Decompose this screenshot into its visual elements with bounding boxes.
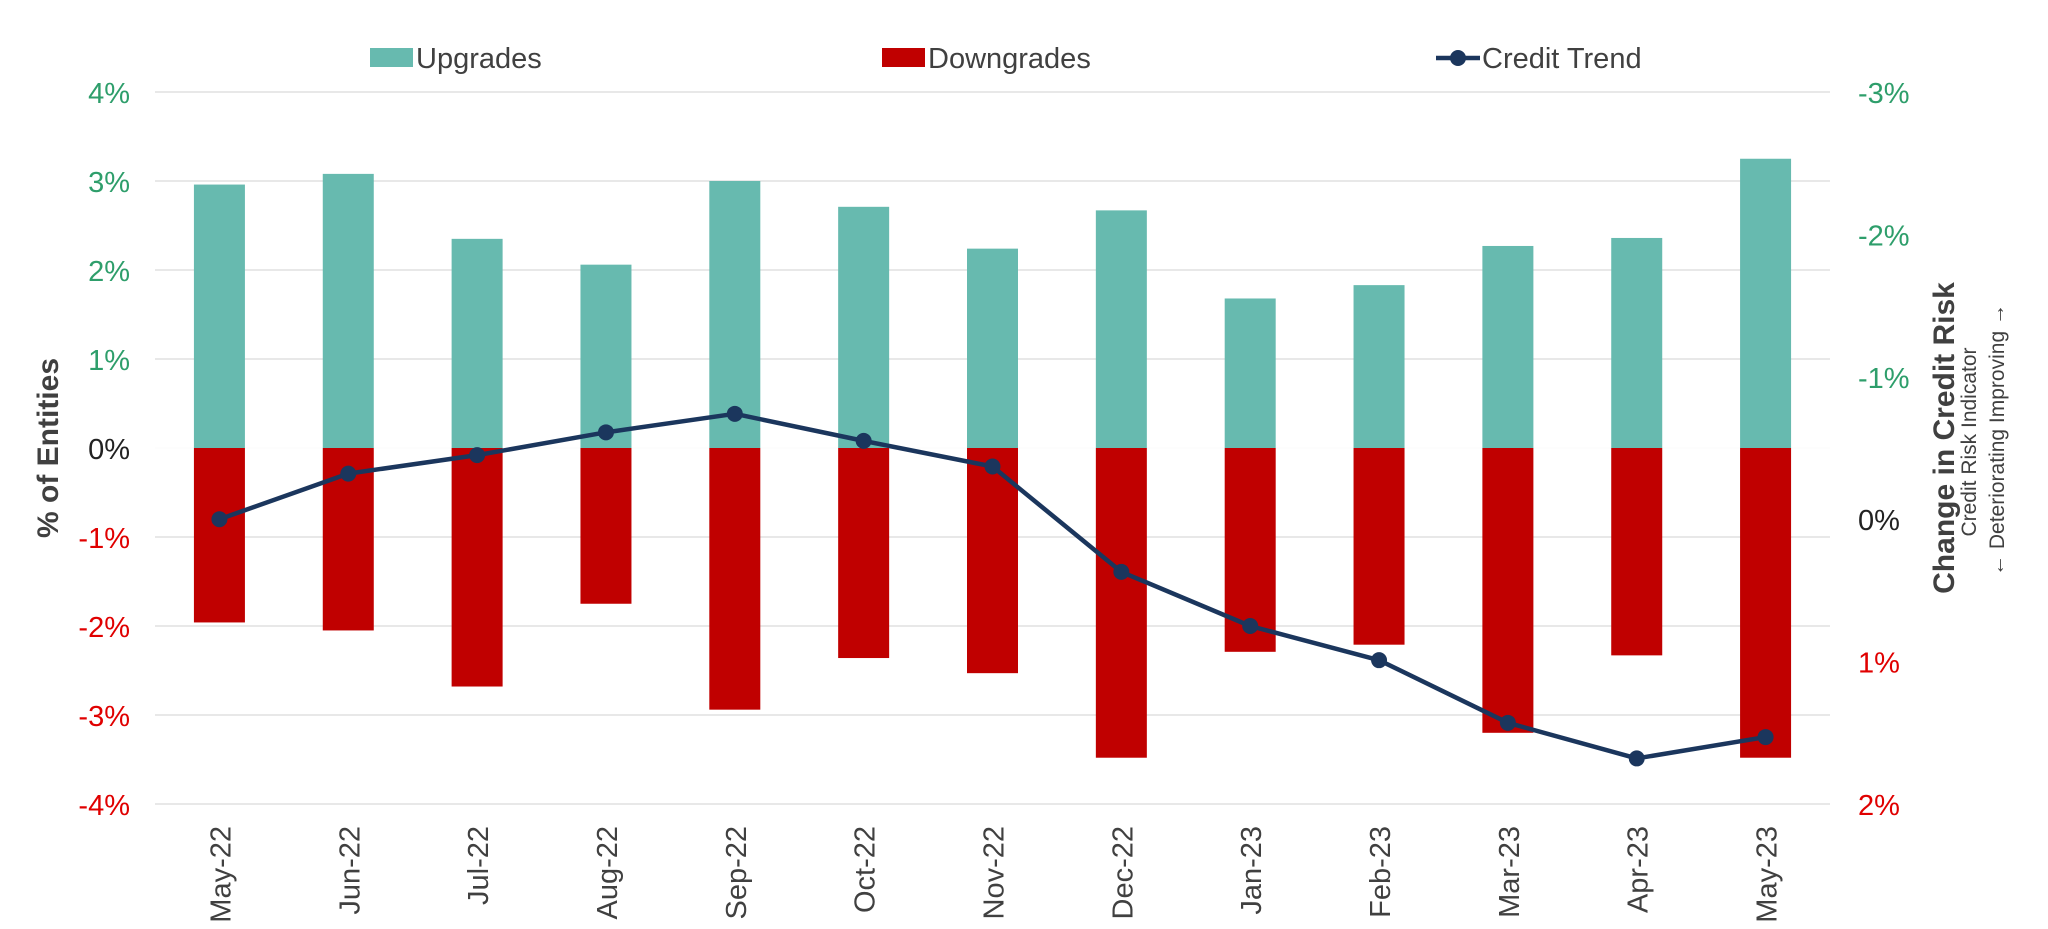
upgrade-bar: [967, 248, 1018, 448]
x-tick-label: Apr-23: [1623, 826, 1655, 913]
upgrade-bar: [1740, 158, 1792, 448]
bars: [193, 158, 1792, 758]
credit-trend-point: [1628, 750, 1645, 767]
x-tick-label: May-22: [205, 826, 237, 923]
y-left-tick-label: -4%: [78, 790, 130, 822]
y-right-axis-title: Change in Credit Risk: [1928, 282, 1961, 594]
credit-trend-point: [1242, 618, 1259, 634]
y-right-direction-label: ← Deteriorating Improving →: [1986, 304, 2009, 576]
credit-trend-point: [211, 511, 228, 528]
upgrade-bar: [1224, 298, 1276, 448]
downgrade-bar: [709, 448, 761, 710]
downgrade-bar: [1095, 448, 1147, 758]
legend-swatch-upgrades: [370, 48, 413, 67]
downgrade-bar: [451, 448, 503, 687]
downgrade-bar: [1353, 448, 1405, 645]
credit-trend-point: [855, 432, 872, 449]
y-right-tick-label: -1%: [1858, 363, 1910, 395]
y-right-tick-label: 2%: [1858, 790, 1900, 822]
upgrade-bar: [1095, 210, 1147, 448]
credit-trend-point: [984, 458, 1001, 475]
downgrade-bar: [838, 448, 890, 659]
upgrade-bar: [1353, 285, 1405, 448]
downgrade-bar: [580, 448, 632, 604]
upgrade-bar: [1482, 245, 1534, 448]
x-tick-label: Jun-22: [334, 826, 366, 915]
upgrade-bar: [193, 184, 245, 448]
downgrade-bar: [1611, 448, 1663, 656]
y-right-tick-label: -3%: [1858, 78, 1910, 110]
legend-label: Downgrades: [928, 43, 1091, 75]
upgrade-bar: [838, 206, 890, 448]
upgrade-bar: [709, 181, 761, 448]
legend-label: Upgrades: [416, 43, 542, 75]
credit-trend-point: [726, 405, 743, 422]
credit-trend-line-group: [211, 405, 1774, 767]
y-right-tick-label: 0%: [1858, 505, 1900, 537]
x-tick-label: Mar-23: [1494, 826, 1526, 918]
credit-trend-point: [469, 447, 486, 464]
downgrade-bar: [193, 448, 245, 623]
y-left-tick-label: -2%: [78, 612, 130, 644]
y-left-tick-label: 4%: [88, 78, 130, 110]
legend: Upgrades Downgrades Credit Trend: [370, 43, 1642, 75]
x-tick-label: Aug-22: [592, 826, 624, 920]
y-left-tick-label: -1%: [78, 523, 130, 555]
credit-trend-point: [1113, 563, 1130, 580]
legend-label: Credit Trend: [1482, 43, 1642, 75]
legend-marker: [1450, 50, 1466, 66]
upgrade-bar: [1611, 237, 1663, 448]
y-right-tick-label: 1%: [1858, 648, 1900, 680]
y-right-axis-subtitle: Credit Risk Indicator: [1958, 347, 1981, 536]
y-left-tick-label: 3%: [88, 167, 130, 199]
x-tick-label: Sep-22: [721, 826, 753, 920]
x-tick-label: Feb-23: [1365, 826, 1397, 918]
x-tick-label: Jan-23: [1236, 826, 1268, 915]
y-left-tick-label: 1%: [88, 345, 130, 377]
axes: 4% 3% 2% 1% 0% -1% -2% -3% -4% -3% -2% -1% 0% 1% 2% May…: [32, 78, 2009, 923]
legend-swatch-downgrades: [882, 48, 925, 67]
y-left-tick-label: -3%: [78, 701, 130, 733]
x-tick-label: Dec-22: [1107, 826, 1139, 920]
downgrade-bar: [967, 448, 1018, 674]
credit-trend-point: [1757, 729, 1774, 746]
x-tick-label: Nov-22: [979, 826, 1011, 920]
upgrade-bar: [322, 173, 374, 448]
y-right-tick-label: -2%: [1858, 220, 1910, 252]
y-left-axis-title: % of Entities: [32, 358, 65, 538]
x-tick-label: Oct-22: [850, 826, 882, 913]
downgrade-bar: [1740, 448, 1792, 758]
upgrade-bar: [580, 264, 632, 448]
credit-trend-point: [1499, 714, 1516, 731]
downgrade-bar: [1482, 448, 1534, 733]
credit-trend-point: [340, 465, 357, 482]
y-left-tick-label: 2%: [88, 256, 130, 288]
credit-trend-point: [1371, 652, 1388, 669]
x-tick-label: May-23: [1752, 826, 1784, 923]
credit-trend-point: [597, 424, 614, 441]
y-left-tick-label: 0%: [88, 434, 130, 466]
x-tick-label: Jul-22: [463, 826, 495, 905]
upgrade-bar: [451, 238, 503, 448]
